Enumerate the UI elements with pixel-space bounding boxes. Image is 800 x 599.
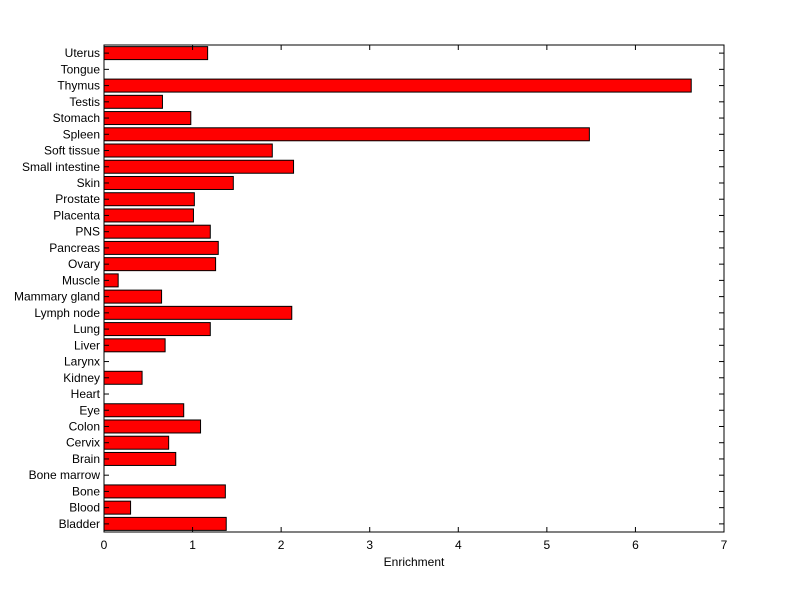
x-tick-label: 0: [101, 538, 108, 552]
y-tick-label-mammary-gland: Mammary gland: [14, 290, 100, 304]
bar-colon: [103, 419, 202, 434]
y-tick-label-brain: Brain: [72, 452, 100, 466]
y-tick-label-uterus: Uterus: [65, 46, 100, 60]
y-tick-label-spleen: Spleen: [63, 127, 100, 141]
y-tick-label-small-intestine: Small intestine: [22, 160, 100, 174]
bar-lung: [103, 322, 211, 337]
y-tick-label-soft-tissue: Soft tissue: [44, 144, 100, 158]
x-tick-label: 6: [632, 538, 639, 552]
y-tick-label-bone: Bone: [72, 484, 100, 498]
x-axis-title: Enrichment: [384, 555, 445, 569]
y-tick-label-liver: Liver: [74, 338, 100, 352]
y-tick-label-heart: Heart: [71, 387, 101, 401]
y-tick-label-ovary: Ovary: [68, 257, 100, 271]
x-tick-label: 5: [544, 538, 551, 552]
bar-liver: [103, 338, 166, 353]
bar-stomach: [103, 111, 192, 126]
bar-placenta: [103, 208, 194, 223]
bar-thymus: [103, 78, 692, 93]
y-tick-label-lymph-node: Lymph node: [34, 306, 100, 320]
bar-bladder: [103, 516, 227, 531]
bars-layer: [103, 46, 692, 531]
plot-frame: [103, 44, 725, 533]
bar-spleen: [103, 127, 590, 142]
y-tick-label-bone-marrow: Bone marrow: [29, 468, 101, 482]
x-tick-label: 7: [721, 538, 728, 552]
bar-prostate: [103, 192, 195, 207]
bar-pancreas: [103, 240, 219, 255]
bar-kidney: [103, 370, 143, 385]
y-tick-label-prostate: Prostate: [55, 192, 100, 206]
y-tick-label-skin: Skin: [77, 176, 100, 190]
x-tick-label: 1: [189, 538, 196, 552]
y-tick-label-eye: Eye: [79, 403, 100, 417]
bar-lymph-node: [103, 305, 293, 320]
bar-bone: [103, 484, 226, 499]
y-tick-label-larynx: Larynx: [64, 355, 100, 369]
bar-soft-tissue: [103, 143, 273, 158]
y-tick-label-pancreas: Pancreas: [49, 241, 100, 255]
y-tick-label-colon: Colon: [69, 419, 100, 433]
bar-mammary-gland: [103, 289, 163, 304]
y-tick-label-bladder: Bladder: [59, 517, 100, 531]
bar-eye: [103, 403, 185, 418]
x-tick-label: 4: [455, 538, 462, 552]
y-tick-label-testis: Testis: [69, 95, 100, 109]
y-tick-label-thymus: Thymus: [57, 79, 100, 93]
bar-brain: [103, 451, 177, 466]
bar-testis: [103, 94, 163, 109]
x-tick-label: 3: [366, 538, 373, 552]
y-tick-label-stomach: Stomach: [53, 111, 100, 125]
y-tick-label-pns: PNS: [75, 225, 100, 239]
y-tick-label-blood: Blood: [69, 501, 100, 515]
bar-pns: [103, 224, 211, 239]
ticks-layer: [103, 45, 725, 532]
bar-skin: [103, 175, 234, 190]
y-tick-label-muscle: Muscle: [62, 273, 100, 287]
y-tick-label-lung: Lung: [73, 322, 100, 336]
labels-layer: Uterus Tongue Thymus Testis Stomach Spleen Sof…: [14, 46, 728, 552]
bar-ovary: [103, 257, 217, 272]
bar-small-intestine: [103, 159, 295, 174]
y-tick-label-kidney: Kidney: [63, 371, 100, 385]
y-tick-label-placenta: Placenta: [53, 208, 100, 222]
y-tick-label-tongue: Tongue: [61, 62, 101, 76]
bar-cervix: [103, 435, 170, 450]
y-tick-label-cervix: Cervix: [66, 436, 100, 450]
x-tick-label: 2: [278, 538, 285, 552]
